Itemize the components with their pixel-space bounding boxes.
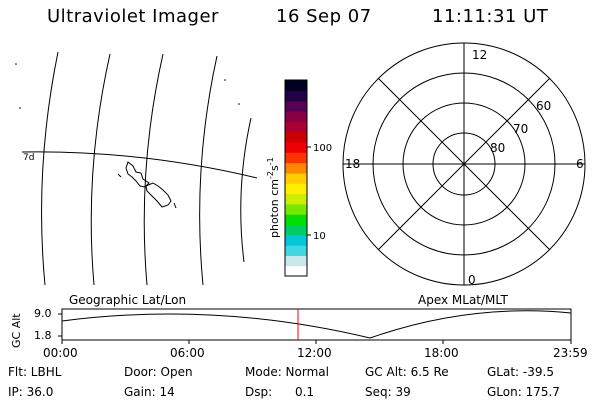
polar-plot (342, 42, 586, 286)
colorbar-frame (284, 79, 308, 277)
mlt-label-6: 6 (576, 157, 584, 171)
colorbar-swatch (285, 110, 307, 122)
altitude-xtick: 18:00 (424, 346, 459, 360)
time-label: 11:11:31 UT (432, 6, 549, 27)
colorbar-swatch (285, 203, 307, 215)
colorbar-swatch (285, 121, 307, 133)
colorbar-swatch (285, 265, 307, 277)
coastline-south-island (145, 182, 172, 208)
colorbar-swatch (285, 141, 307, 153)
map-caption: Geographic Lat/Lon (69, 293, 187, 307)
latitude-line (21, 151, 258, 179)
colorbar-swatch (285, 172, 307, 184)
status-ip: IP: 36.0 (8, 385, 54, 399)
status-glat: GLat: -39.5 (487, 365, 554, 379)
map-corner-mark: 7d (23, 153, 34, 163)
status-seq: Seq: 39 (365, 385, 411, 399)
altitude-plot-frame (61, 308, 572, 341)
mlat-label-60: 60 (536, 99, 551, 113)
colorbar-unit-label: photon cm-2s-1 (266, 157, 281, 238)
colorbar-swatch (285, 193, 307, 205)
meridian-line (240, 117, 252, 263)
app-title: Ultraviolet Imager (47, 6, 219, 27)
colorbar-swatch (285, 162, 307, 174)
meridian-line (41, 51, 59, 286)
date-label: 16 Sep 07 (276, 6, 372, 27)
altitude-ytick-bottom: 1.8 (34, 329, 52, 342)
colorbar-swatch (285, 100, 307, 112)
colorbar-swatch (285, 214, 307, 226)
colorbar-swatch (285, 152, 307, 164)
altitude-curve (61, 310, 572, 339)
colorbar-tick-10: 10 (313, 231, 326, 242)
geographic-map (15, 51, 258, 286)
mlat-label-70: 70 (513, 122, 528, 136)
meridian-line (199, 55, 218, 286)
altitude-xtick: 00:00 (43, 346, 78, 360)
coastline-north-island (125, 161, 150, 188)
colorbar-swatch (285, 183, 307, 195)
colorbar-swatch (285, 245, 307, 256)
status-glon: GLon: 175.7 (487, 385, 560, 399)
altitude-ytick-top: 9.0 (34, 307, 52, 320)
colorbar-swatch (285, 90, 307, 102)
status-door: Door: Open (124, 365, 193, 379)
status-dsp: Dsp: 0.1 (245, 385, 315, 399)
colorbar (285, 80, 307, 277)
mlt-label-18: 18 (345, 157, 360, 171)
colorbar-swatch (285, 224, 307, 236)
altitude-xtick: 12:00 (297, 346, 332, 360)
coastline-fragment (173, 202, 177, 209)
mlat-label-80: 80 (490, 141, 505, 155)
colorbar-swatch (285, 234, 307, 246)
status-gain: Gain: 14 (124, 385, 175, 399)
coastline-islet (117, 173, 122, 178)
polar-diagonal (377, 77, 551, 251)
colorbar-swatch (285, 131, 307, 143)
colorbar-swatch (285, 255, 307, 267)
meridian-line (90, 53, 111, 286)
status-mode: Mode: Normal (245, 365, 329, 379)
mlt-label-0: 0 (468, 273, 476, 287)
status-filter: Flt: LBHL (8, 365, 62, 379)
mlt-label-12: 12 (472, 48, 487, 62)
altitude-ylabel: GC Alt (10, 313, 23, 348)
status-gc-alt: GC Alt: 6.5 Re (365, 365, 449, 379)
altitude-xtick: 06:00 (170, 346, 205, 360)
meridian-line (143, 53, 164, 286)
polar-caption: Apex MLat/MLT (418, 293, 508, 307)
altitude-xtick: 23:59 (553, 346, 588, 360)
colorbar-tick-100: 100 (313, 143, 332, 154)
colorbar-swatch (285, 80, 307, 91)
